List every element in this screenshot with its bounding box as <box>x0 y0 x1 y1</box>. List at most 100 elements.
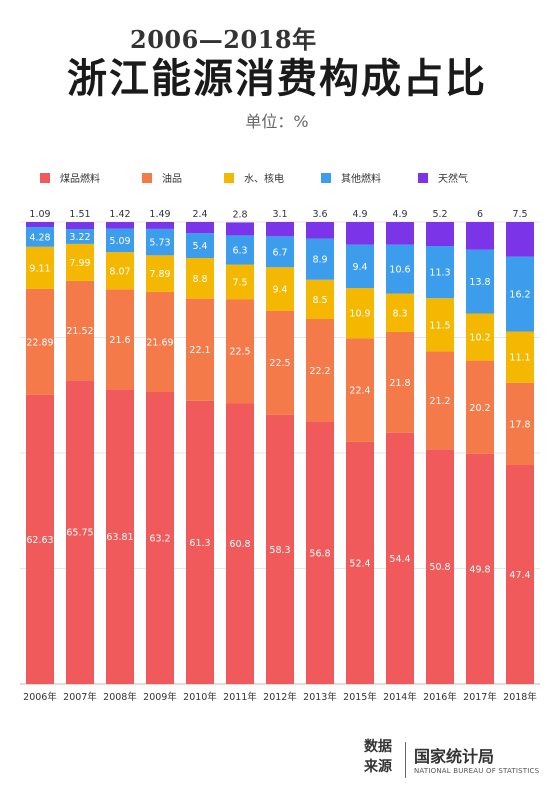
bar-segment <box>106 289 134 390</box>
bar-segment <box>346 288 374 339</box>
data-label: 3.6 <box>312 209 327 220</box>
bar-segment <box>266 222 294 237</box>
data-label: 8.07 <box>109 266 130 277</box>
x-tick-label: 2013年 <box>303 691 337 703</box>
x-tick-label: 2014年 <box>383 691 417 703</box>
legend-swatch-coal <box>40 172 50 183</box>
data-label: 5.09 <box>109 236 130 247</box>
bar-segment <box>186 298 214 401</box>
legend-swatch-other-fuel <box>321 172 331 183</box>
data-label: 63.81 <box>106 532 133 543</box>
chart-subtitle-years: 2006—2018年 <box>130 25 317 54</box>
data-label: 65.75 <box>66 528 93 539</box>
bar-segment <box>306 319 334 422</box>
bar-segment <box>146 255 174 292</box>
data-label: 56.8 <box>309 548 330 559</box>
data-label: 63.2 <box>149 534 170 545</box>
data-label: 62.63 <box>26 535 53 546</box>
data-label: 8.5 <box>312 295 327 306</box>
bar-segment <box>26 246 54 289</box>
data-label: 1.49 <box>149 209 170 220</box>
bar-segment <box>426 222 454 247</box>
bar-segment <box>186 400 214 684</box>
bar-segment <box>426 246 454 299</box>
bar-segment <box>466 360 494 454</box>
x-tick-label: 2018年 <box>503 691 537 703</box>
bar-segment <box>266 310 294 415</box>
x-tick-label: 2017年 <box>463 691 497 703</box>
data-label: 7.5 <box>232 277 247 288</box>
data-label: 21.2 <box>429 396 450 407</box>
bar-segment <box>466 453 494 684</box>
bar-segment <box>26 288 54 395</box>
bar-segment <box>306 279 334 320</box>
data-label: 4.9 <box>352 209 367 220</box>
chart-title: 浙江能源消费构成占比 <box>67 55 487 102</box>
data-label: 9.11 <box>29 263 50 274</box>
bar-segment <box>146 228 174 256</box>
bar-segment <box>386 432 414 684</box>
x-tick-label: 2009年 <box>143 691 177 703</box>
data-label: 22.2 <box>309 366 330 377</box>
legend-item-oil: 油品 <box>142 170 182 185</box>
bar-segment <box>226 235 254 265</box>
legend-swatch-natural-gas <box>418 172 428 183</box>
data-label: 7.89 <box>149 269 170 280</box>
bar-segment <box>146 392 174 684</box>
data-label: 5.2 <box>432 209 447 220</box>
data-label: 22.1 <box>189 345 210 356</box>
data-label: 16.2 <box>509 290 530 301</box>
bar-segment <box>506 222 534 257</box>
bar-segment <box>66 280 94 381</box>
data-label: 61.3 <box>189 538 210 549</box>
data-label: 21.69 <box>146 337 173 348</box>
legend-swatch-hydro-nuclear <box>224 172 234 183</box>
data-label: 1.42 <box>109 209 130 220</box>
data-label: 20.2 <box>469 403 490 414</box>
data-label: 17.8 <box>509 419 530 430</box>
data-label: 22.5 <box>229 347 250 358</box>
x-tick-label: 2015年 <box>343 691 377 703</box>
data-label: 10.2 <box>469 333 490 344</box>
x-tick-label: 2007年 <box>63 691 97 703</box>
bar-segment <box>466 249 494 314</box>
bar-segment <box>66 229 94 244</box>
source-label: 数据来源 <box>364 739 392 775</box>
legend-item-other-fuel: 其他燃料 <box>321 170 381 185</box>
legend-label-natural-gas: 天然气 <box>438 174 468 185</box>
data-label: 21.6 <box>109 335 130 346</box>
bar-segment <box>226 264 254 300</box>
x-tick-label: 2010年 <box>183 691 217 703</box>
data-label: 7.99 <box>69 258 90 269</box>
legend-item-coal: 煤品燃料 <box>40 170 100 185</box>
bar-segment <box>26 222 54 228</box>
bar-segment <box>186 222 214 234</box>
bar-segment <box>386 222 414 245</box>
data-label: 11.3 <box>429 268 450 279</box>
chart-unit: 单位：% <box>245 112 309 131</box>
bar-segment <box>506 382 534 466</box>
data-label: 6 <box>477 209 483 220</box>
bar-segment <box>66 222 94 230</box>
bar-segment <box>26 394 54 684</box>
x-tick-label: 2016年 <box>423 691 457 703</box>
bar-segment <box>506 465 534 684</box>
data-label: 6.7 <box>272 247 287 258</box>
data-label: 3.1 <box>272 209 287 220</box>
data-label: 60.8 <box>229 539 250 550</box>
x-tick-label: 2006年 <box>23 691 57 703</box>
source-org: 国家统计局 <box>414 747 495 766</box>
data-label: 5.4 <box>192 241 207 252</box>
bar-segment <box>66 243 94 281</box>
bar-segment <box>346 441 374 684</box>
bar-segment <box>146 222 174 229</box>
bar-segment <box>226 222 254 236</box>
data-label: 9.4 <box>352 262 367 273</box>
data-label: 49.8 <box>469 564 490 575</box>
source-divider <box>405 742 406 778</box>
data-label: 10.9 <box>349 309 370 320</box>
bar-segment <box>266 267 294 311</box>
bar-segment <box>66 380 94 684</box>
bar-segment <box>266 414 294 684</box>
data-label: 1.09 <box>29 209 50 220</box>
